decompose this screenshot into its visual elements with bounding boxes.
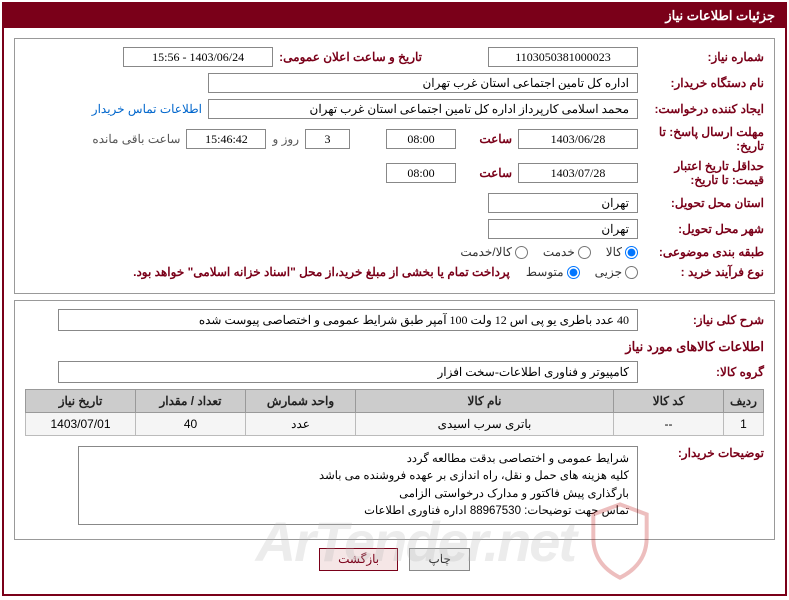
- process-note: پرداخت تمام یا بخشی از مبلغ خرید،از محل …: [133, 265, 510, 279]
- days-and-label: روز و: [272, 132, 299, 146]
- province-label: استان محل تحویل:: [644, 196, 764, 210]
- th-qty: تعداد / مقدار: [136, 390, 246, 413]
- items-table: ردیف کد کالا نام کالا واحد شمارش تعداد /…: [25, 389, 764, 436]
- cell-qty: 40: [136, 413, 246, 436]
- cat-khadamat-option[interactable]: خدمت: [543, 245, 591, 259]
- notes-line-2: کلیه هزینه های حمل و نقل، راه اندازی بر …: [87, 468, 629, 485]
- group-input[interactable]: [58, 361, 638, 383]
- city-label: شهر محل تحویل:: [644, 222, 764, 236]
- buyer-notes-box: شرایط عمومی و اختصاصی بدقت مطالعه گردد ک…: [78, 446, 638, 525]
- overall-desc-input[interactable]: [58, 309, 638, 331]
- page-header: جزئیات اطلاعات نیاز: [4, 4, 785, 28]
- th-date: تاریخ نیاز: [26, 390, 136, 413]
- th-code: کد کالا: [614, 390, 724, 413]
- cell-unit: عدد: [246, 413, 356, 436]
- main-info-panel: شماره نیاز: تاریخ و ساعت اعلان عمومی: نا…: [14, 38, 775, 294]
- cat-kala-option[interactable]: کالا: [606, 245, 638, 259]
- proc-partial-radio[interactable]: [625, 266, 638, 279]
- announce-input[interactable]: [123, 47, 273, 67]
- cell-row: 1: [724, 413, 764, 436]
- requester-input[interactable]: [208, 99, 638, 119]
- table-row: 1 -- باتری سرب اسیدی عدد 40 1403/07/01: [26, 413, 764, 436]
- countdown-input[interactable]: [186, 129, 266, 149]
- category-radio-group: کالا خدمت کالا/خدمت: [460, 245, 638, 259]
- proc-partial-option[interactable]: جزیی: [595, 265, 638, 279]
- th-unit: واحد شمارش: [246, 390, 356, 413]
- back-button[interactable]: بازگشت: [319, 548, 398, 571]
- validity-time-input[interactable]: [386, 163, 456, 183]
- proc-medium-radio[interactable]: [567, 266, 580, 279]
- overall-label: شرح کلی نیاز:: [644, 313, 764, 327]
- notes-line-1: شرایط عمومی و اختصاصی بدقت مطالعه گردد: [87, 451, 629, 468]
- proc-medium-option[interactable]: متوسط: [526, 265, 580, 279]
- remaining-label: ساعت باقی مانده: [92, 132, 180, 146]
- detail-panel: ArTender.net شرح کلی نیاز: اطلاعات کالاه…: [14, 300, 775, 540]
- deadline-time-input[interactable]: [386, 129, 456, 149]
- process-radio-group: جزیی متوسط: [526, 265, 638, 279]
- group-label: گروه کالا:: [644, 365, 764, 379]
- deadline-date-input[interactable]: [518, 129, 638, 149]
- cell-code: --: [614, 413, 724, 436]
- notes-line-4: تماس جهت توضیحات: 88967530 اداره فناوری …: [87, 503, 629, 520]
- print-button[interactable]: چاپ: [409, 548, 469, 571]
- buyer-org-label: نام دستگاه خریدار:: [644, 76, 764, 90]
- buyer-contact-link[interactable]: اطلاعات تماس خریدار: [92, 102, 202, 116]
- saat-label-2: ساعت: [462, 166, 512, 180]
- button-row: چاپ بازگشت: [14, 548, 775, 571]
- validity-label: حداقل تاریخ اعتبار قیمت: تا تاریخ:: [644, 159, 764, 187]
- th-row: ردیف: [724, 390, 764, 413]
- validity-date-input[interactable]: [518, 163, 638, 183]
- days-remaining-input[interactable]: [305, 129, 350, 149]
- process-label: نوع فرآیند خرید :: [644, 265, 764, 279]
- saat-label-1: ساعت: [462, 132, 512, 146]
- announce-label: تاریخ و ساعت اعلان عمومی:: [279, 50, 422, 64]
- cat-khadamat-radio[interactable]: [578, 246, 591, 259]
- need-no-label: شماره نیاز:: [644, 50, 764, 64]
- category-label: طبقه بندی موضوعی:: [644, 245, 764, 259]
- city-input[interactable]: [488, 219, 638, 239]
- province-input[interactable]: [488, 193, 638, 213]
- notes-line-3: بارگذاری پیش فاکتور و مدارک درخواستی الز…: [87, 486, 629, 503]
- cat-kala-radio[interactable]: [625, 246, 638, 259]
- th-name: نام کالا: [356, 390, 614, 413]
- buyer-notes-label: توضیحات خریدار:: [644, 446, 764, 460]
- cat-both-radio[interactable]: [515, 246, 528, 259]
- items-section-title: اطلاعات کالاهای مورد نیاز: [25, 339, 764, 355]
- need-no-input[interactable]: [488, 47, 638, 67]
- cat-both-option[interactable]: کالا/خدمت: [460, 245, 527, 259]
- requester-label: ایجاد کننده درخواست:: [644, 102, 764, 116]
- cell-name: باتری سرب اسیدی: [356, 413, 614, 436]
- cell-date: 1403/07/01: [26, 413, 136, 436]
- deadline-label: مهلت ارسال پاسخ: تا تاریخ:: [644, 125, 764, 153]
- buyer-org-input[interactable]: [208, 73, 638, 93]
